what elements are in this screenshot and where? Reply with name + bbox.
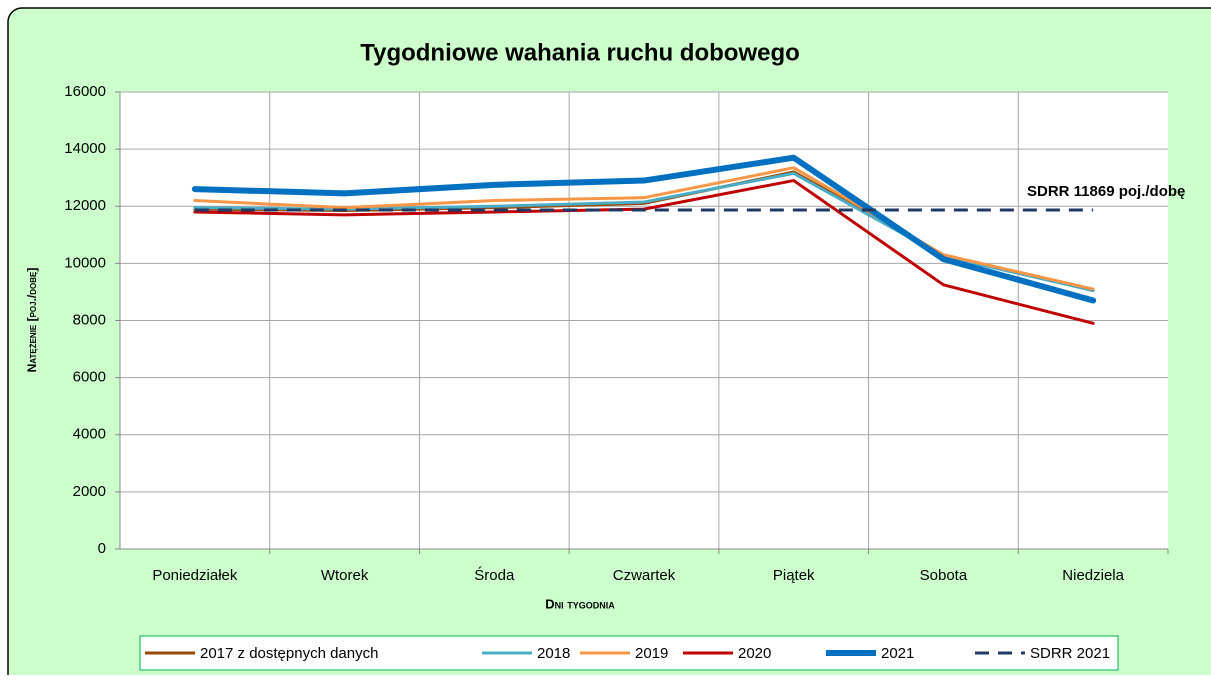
- y-tick-label: 14000: [64, 140, 106, 157]
- series-line: [191, 154, 1097, 304]
- x-tick-label: Sobota: [920, 567, 968, 584]
- y-tick-label: 8000: [73, 311, 106, 328]
- annotation: SDRR 11869 poj./dobę: [1027, 183, 1185, 200]
- legend-label: SDRR 2021: [1030, 645, 1110, 662]
- y-tick-label: 6000: [73, 369, 106, 386]
- y-tick-label: 2000: [73, 483, 106, 500]
- legend-label: 2017 z dostępnych danych: [200, 645, 378, 662]
- y-tick-label: 0: [98, 540, 106, 557]
- y-tick-label: 10000: [64, 254, 106, 271]
- x-tick-label: Środa: [474, 566, 515, 584]
- x-tick-label: Niedziela: [1062, 567, 1124, 584]
- legend-label: 2021: [881, 645, 914, 662]
- y-tick-label: 4000: [73, 426, 106, 443]
- legend-label: 2020: [738, 645, 771, 662]
- x-tick-label: Wtorek: [321, 567, 369, 584]
- x-tick-label: Czwartek: [613, 567, 676, 584]
- y-tick-label: 12000: [64, 197, 106, 214]
- x-tick-label: Poniedziałek: [152, 567, 238, 584]
- x-axis-label: Dni tygodnia: [545, 596, 615, 611]
- x-tick-label: Piątek: [773, 567, 815, 584]
- series-line: [193, 166, 1095, 291]
- y-tick-label: 16000: [64, 83, 106, 100]
- legend-label: 2018: [537, 645, 570, 662]
- y-axis-label: Natężenie [poj./dobę]: [25, 268, 39, 373]
- legend-label: 2019: [635, 645, 668, 662]
- chart-title: Tygodniowe wahania ruchu dobowego: [360, 39, 800, 66]
